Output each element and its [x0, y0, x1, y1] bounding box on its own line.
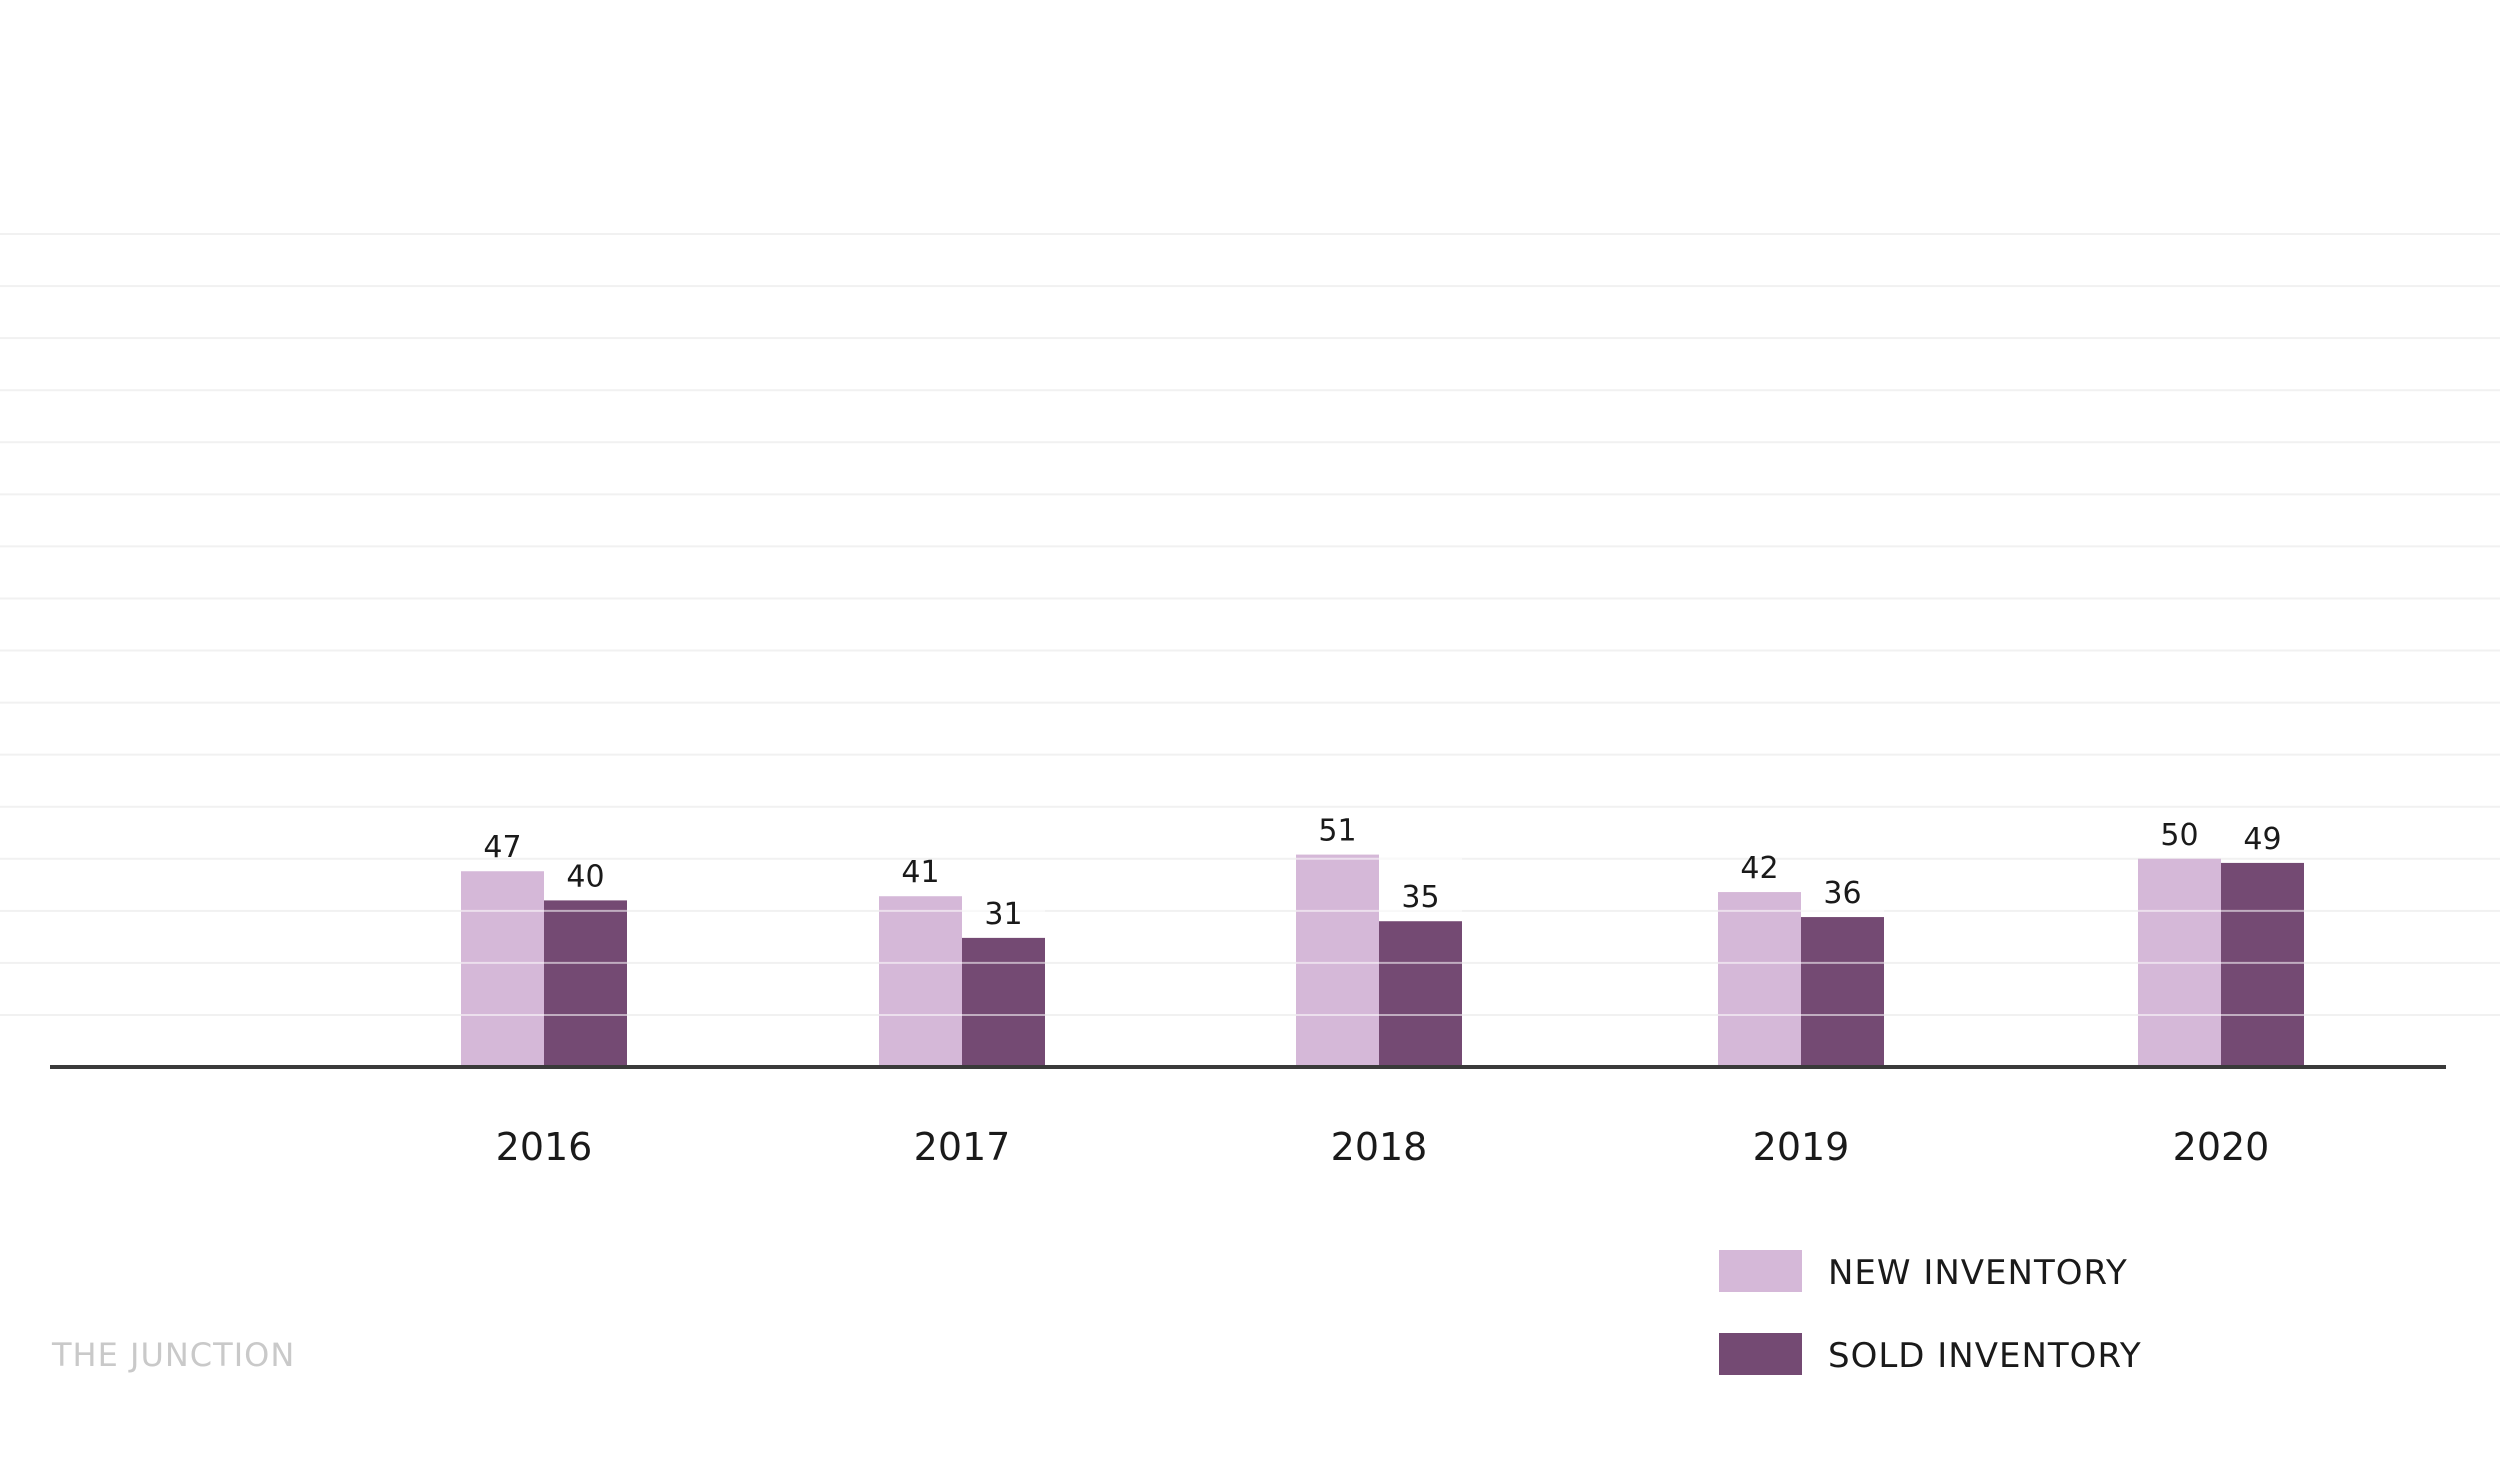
x-tick-label-2018: 2018	[1331, 1125, 1428, 1169]
bar-sold-inventory-2019	[1801, 917, 1884, 1067]
bar-gridlines	[461, 857, 2304, 1016]
x-tick-label-2019: 2019	[1753, 1125, 1850, 1169]
data-label-sold-2020: 49	[2243, 822, 2281, 857]
data-label-sold-2016: 40	[566, 859, 604, 894]
data-label-new-2017: 41	[901, 855, 939, 890]
data-label-sold-2019: 36	[1823, 876, 1861, 911]
bar-sold-inventory-2016	[544, 900, 627, 1067]
bar-new-inventory-2016	[461, 871, 544, 1067]
bar-new-inventory-2019	[1718, 892, 1801, 1067]
data-label-sold-2017: 31	[984, 897, 1022, 932]
bars	[461, 854, 2304, 1067]
bar-new-inventory-2018	[1296, 854, 1379, 1067]
legend-swatch-sold-inventory	[1719, 1333, 1802, 1375]
brand-watermark: THE JUNCTION	[52, 1336, 296, 1374]
data-label-new-2020: 50	[2160, 818, 2198, 853]
data-label-sold-2018: 35	[1401, 880, 1439, 915]
gridlines	[0, 233, 2500, 1016]
legend-swatch-new-inventory	[1719, 1250, 1802, 1292]
bar-sold-inventory-2017	[962, 937, 1045, 1067]
bar-sold-inventory-2018	[1379, 921, 1462, 1067]
data-label-new-2019: 42	[1740, 851, 1778, 886]
data-label-new-2018: 51	[1318, 814, 1356, 849]
legend-label-new-inventory: NEW INVENTORY	[1828, 1253, 2128, 1293]
x-tick-labels: 2016 2017 2018 2019 2020	[496, 1125, 2270, 1169]
x-tick-label-2016: 2016	[496, 1125, 593, 1169]
data-labels: 47 40 41 31 51 35 42 36 50 49	[483, 814, 2281, 932]
legend: NEW INVENTORY SOLD INVENTORY	[1719, 1250, 2142, 1376]
data-label-new-2016: 47	[483, 830, 521, 865]
bar-sold-inventory-2020	[2221, 862, 2304, 1067]
bar-new-inventory-2017	[879, 896, 962, 1067]
legend-label-sold-inventory: SOLD INVENTORY	[1828, 1336, 2142, 1376]
x-tick-label-2017: 2017	[914, 1125, 1011, 1169]
x-tick-label-2020: 2020	[2173, 1125, 2270, 1169]
